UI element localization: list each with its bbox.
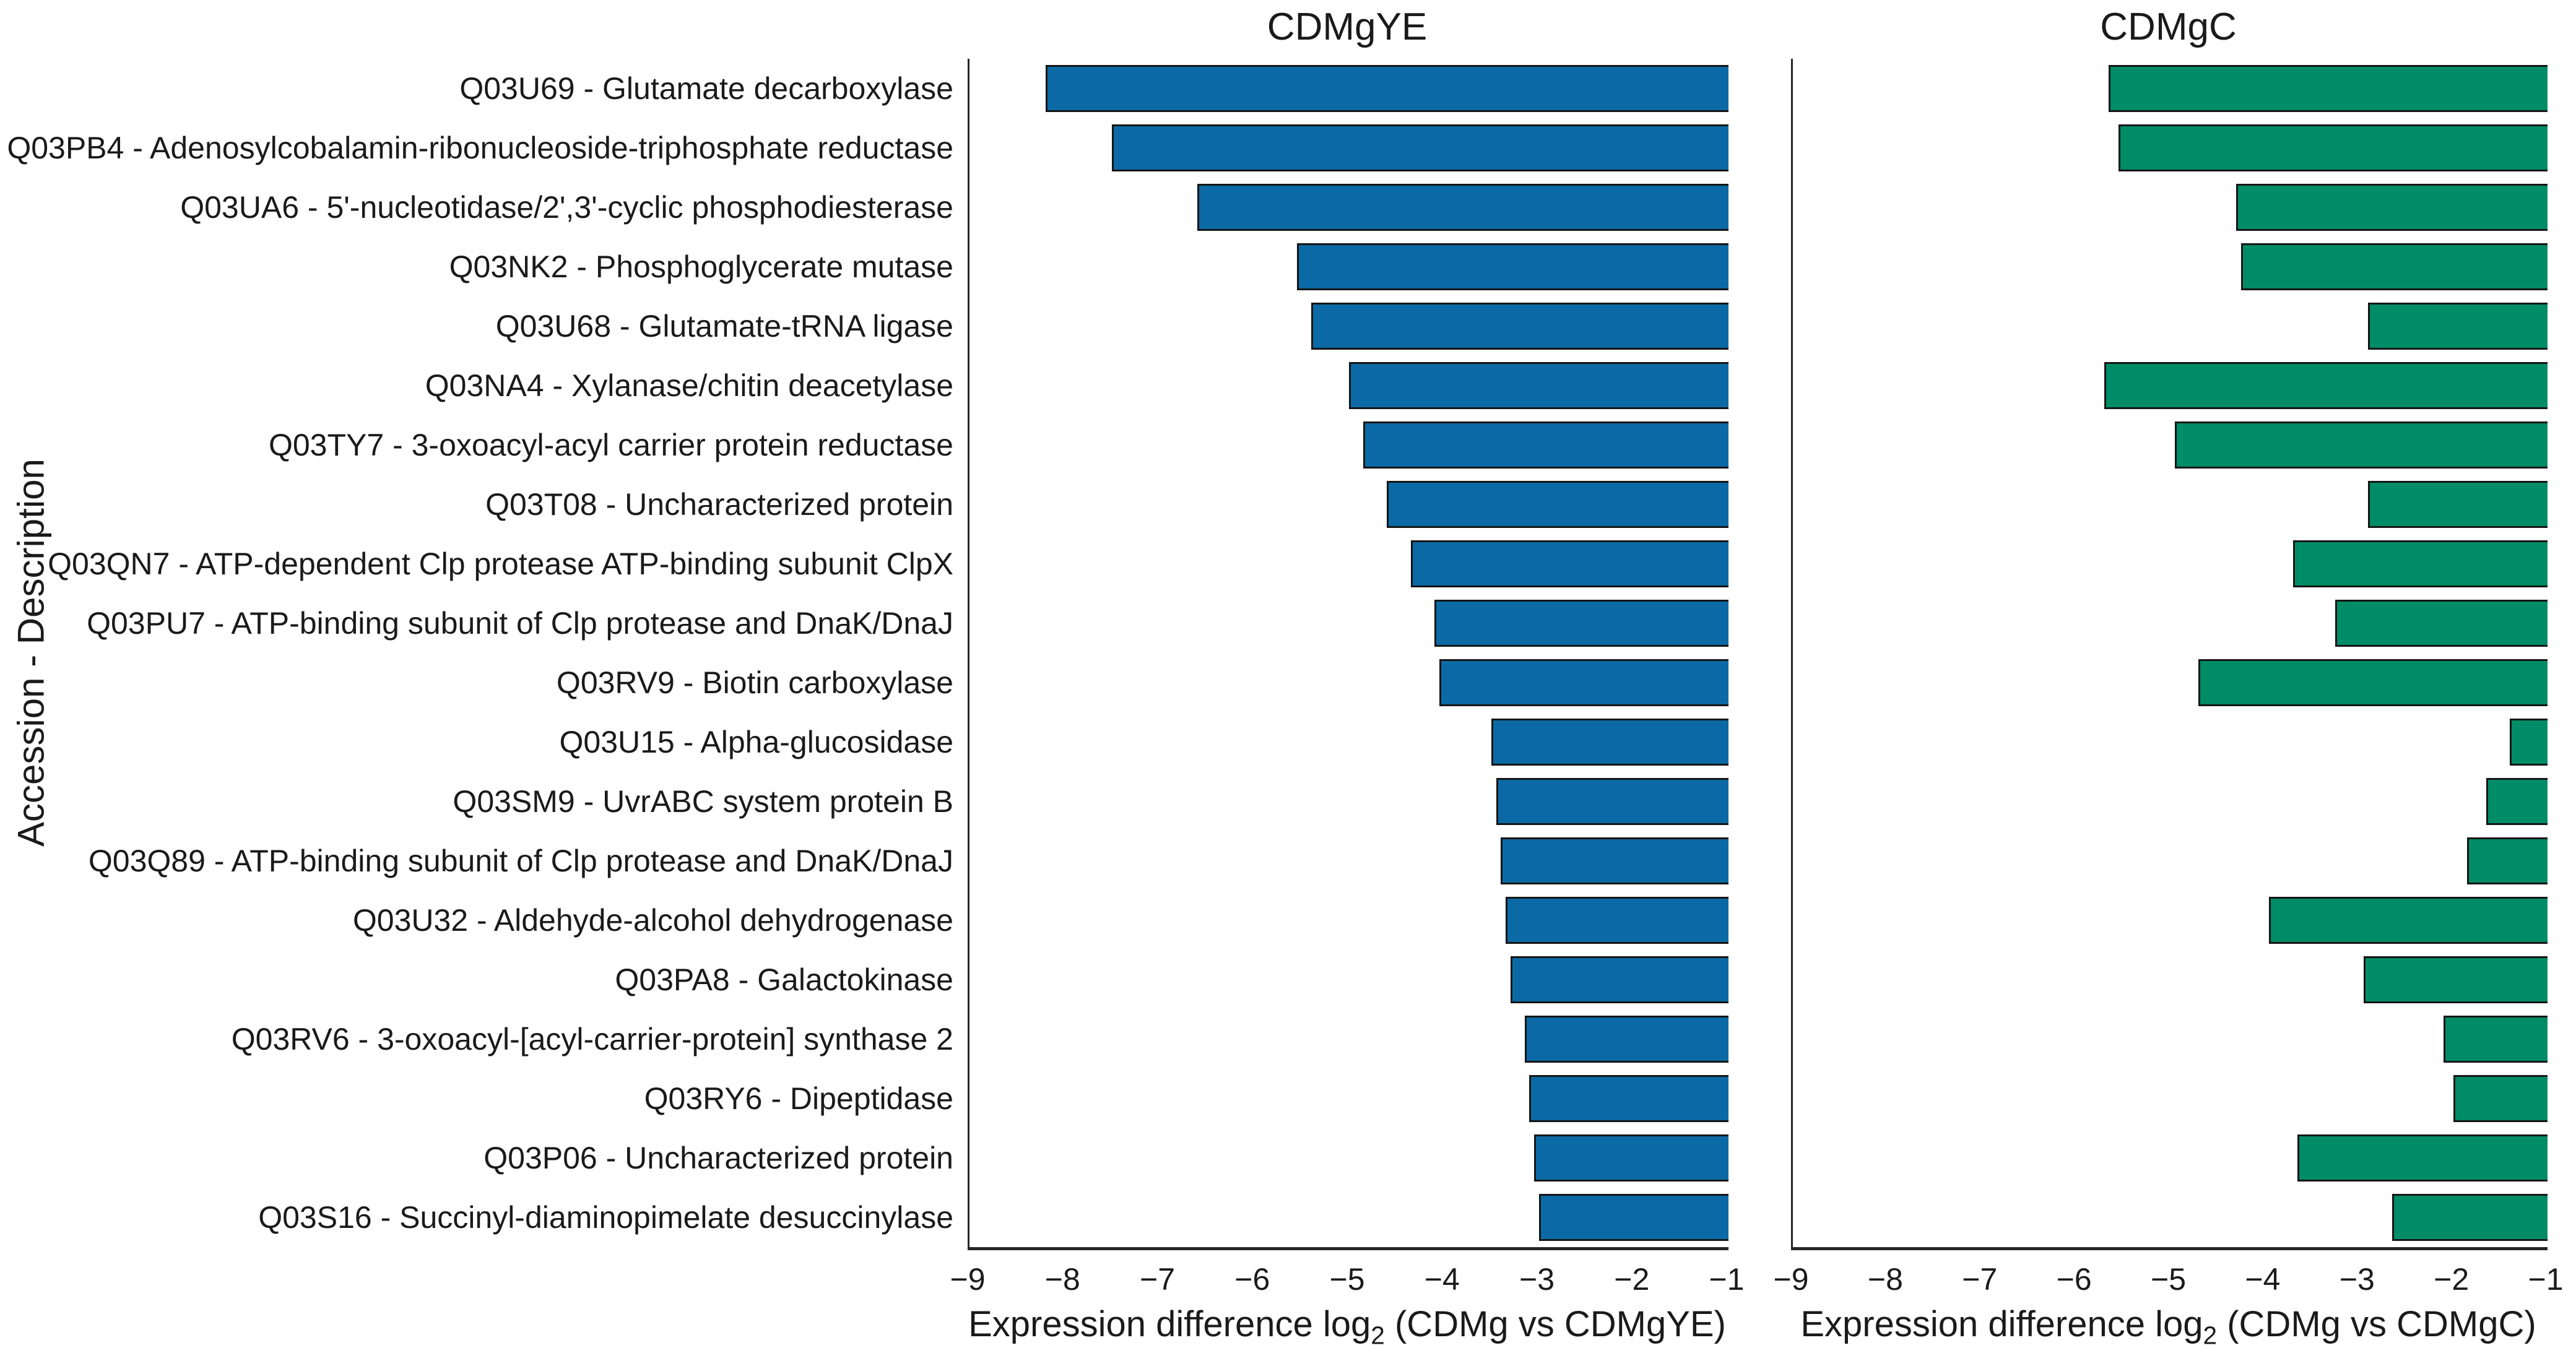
- y-axis-label: Q03U69 - Glutamate decarboxylase: [459, 71, 953, 106]
- y-axis-label: Q03UA6 - 5'-nucleotidase/2',3'-cyclic ph…: [180, 190, 953, 225]
- x-tick-label: −7: [1962, 1262, 1998, 1297]
- y-axis-label: Q03T08 - Uncharacterized protein: [485, 487, 953, 522]
- bar: [1491, 718, 1728, 766]
- bar: [1349, 361, 1728, 410]
- x-tick-label: −6: [1234, 1262, 1270, 1297]
- bar: [2392, 1193, 2548, 1242]
- x-tick-label: −8: [1867, 1262, 1903, 1297]
- bar: [2198, 659, 2548, 707]
- x-tick-label: −3: [1519, 1262, 1555, 1297]
- bar: [2292, 540, 2548, 588]
- x-axis-ticks-cdmgye: −9 −8 −7 −6 −5 −4 −3 −2 −1: [950, 1261, 1744, 1300]
- bar: [1111, 124, 1728, 172]
- bar: [2175, 421, 2548, 469]
- x-axis-label-text: Expression difference log: [1800, 1304, 2203, 1344]
- x-tick-label: −2: [1614, 1262, 1650, 1297]
- bar: [2444, 1015, 2548, 1063]
- bar: [2486, 777, 2548, 826]
- x-tick-label: −1: [1709, 1262, 1745, 1297]
- y-axis-label: Q03NK2 - Phosphoglycerate mutase: [449, 249, 953, 284]
- y-axis-label: Q03PB4 - Adenosylcobalamin-ribonucleosid…: [7, 131, 953, 165]
- y-axis-label: Q03U32 - Aldehyde-alcohol dehydrogenase: [352, 903, 953, 938]
- y-axis-labels: Q03U69 - Glutamate decarboxylase Q03PB4 -…: [0, 59, 953, 1247]
- y-axis-label: Q03RY6 - Dipeptidase: [644, 1081, 953, 1116]
- bar: [1505, 896, 1728, 944]
- x-axis-label-cdmgye: Expression difference log2 (CDMg vs CDMg…: [968, 1303, 1727, 1350]
- bar: [2104, 361, 2548, 410]
- y-axis-label: Q03Q89 - ATP-binding subunit of Clp prot…: [88, 844, 953, 878]
- y-axis-label: Q03SM9 - UvrABC system protein B: [453, 784, 953, 819]
- y-axis-label: Q03NA4 - Xylanase/chitin deacetylase: [425, 368, 953, 403]
- x-axis-ticks-cdmgc: −9 −8 −7 −6 −5 −4 −3 −2 −1: [1773, 1261, 2563, 1300]
- y-axis-label: Q03S16 - Succinyl-diaminopimelate desucc…: [258, 1200, 953, 1235]
- bar: [2510, 718, 2548, 766]
- bar: [2118, 124, 2548, 172]
- bar: [2368, 480, 2548, 529]
- bar: [1510, 956, 1728, 1004]
- x-tick-label: −4: [1424, 1262, 1460, 1297]
- bar: [1439, 659, 1728, 707]
- bar: [2453, 1074, 2548, 1123]
- y-axis-label: Q03PU7 - ATP-binding subunit of Clp prot…: [87, 606, 953, 641]
- bar: [2335, 599, 2548, 647]
- bar: [1434, 599, 1728, 647]
- x-tick-label: −4: [2245, 1262, 2281, 1297]
- bar: [2363, 956, 2548, 1004]
- bar: [1045, 64, 1728, 113]
- bar: [2109, 64, 2548, 113]
- x-axis-label-text: Expression difference log: [968, 1304, 1371, 1344]
- bar: [1533, 1134, 1728, 1182]
- y-axis-label: Q03QN7 - ATP-dependent Clp protease ATP-…: [48, 547, 953, 581]
- x-tick-label: −9: [1773, 1262, 1809, 1297]
- bar: [1363, 421, 1728, 469]
- bar: [1197, 183, 1728, 231]
- x-axis-label-subscript: 2: [1371, 1321, 1385, 1350]
- x-axis-label-text: (CDMg vs CDMgC): [2217, 1304, 2536, 1344]
- bar: [1538, 1193, 1728, 1242]
- panel-title-cdmgc: CDMgC: [2100, 6, 2237, 48]
- x-tick-label: −5: [2150, 1262, 2187, 1297]
- y-axis-label: Q03RV9 - Biotin carboxylase: [556, 665, 953, 700]
- y-axis-label: Q03U15 - Alpha-glucosidase: [559, 725, 954, 759]
- y-axis-label: Q03RV6 - 3-oxoacyl-[acyl-carrier-protein…: [231, 1022, 953, 1056]
- y-axis-label: Q03PA8 - Galactokinase: [615, 962, 953, 997]
- bar: [1496, 777, 1728, 826]
- x-tick-label: −7: [1139, 1262, 1176, 1297]
- bar: [1529, 1074, 1728, 1123]
- x-axis-label-cdmgc: Expression difference log2 (CDMg vs CDMg…: [1791, 1303, 2546, 1350]
- x-tick-label: −8: [1044, 1262, 1080, 1297]
- bar: [1524, 1015, 1728, 1063]
- bar: [2297, 1134, 2548, 1182]
- bar: [2240, 243, 2548, 291]
- x-axis-label-subscript: 2: [2203, 1321, 2218, 1350]
- bar: [1387, 480, 1728, 529]
- bar: [2269, 896, 2548, 944]
- y-axis-label: Q03U68 - Glutamate-tRNA ligase: [495, 309, 953, 343]
- x-tick-label: −2: [2434, 1262, 2470, 1297]
- y-axis-label: Q03TY7 - 3-oxoacyl-acyl carrier protein …: [268, 428, 953, 462]
- panel-title-cdmgye: CDMgYE: [1267, 6, 1428, 48]
- x-tick-label: −6: [2056, 1262, 2092, 1297]
- bar: [1296, 243, 1728, 291]
- x-tick-label: −9: [950, 1262, 986, 1297]
- bar: [1410, 540, 1728, 588]
- x-axis-label-text: (CDMg vs CDMgYE): [1384, 1304, 1726, 1344]
- plot-area-cdmgc: [1791, 59, 2548, 1250]
- y-axis-label: Q03P06 - Uncharacterized protein: [484, 1141, 953, 1175]
- plot-area-cdmgye: [968, 59, 1728, 1250]
- bar: [2368, 302, 2548, 350]
- bar: [1501, 837, 1728, 885]
- bar: [2467, 837, 2548, 885]
- bar: [1311, 302, 1728, 350]
- bar: [2236, 183, 2548, 231]
- x-tick-label: −3: [2339, 1262, 2375, 1297]
- x-tick-label: −5: [1329, 1262, 1365, 1297]
- x-tick-label: −1: [2528, 1262, 2564, 1297]
